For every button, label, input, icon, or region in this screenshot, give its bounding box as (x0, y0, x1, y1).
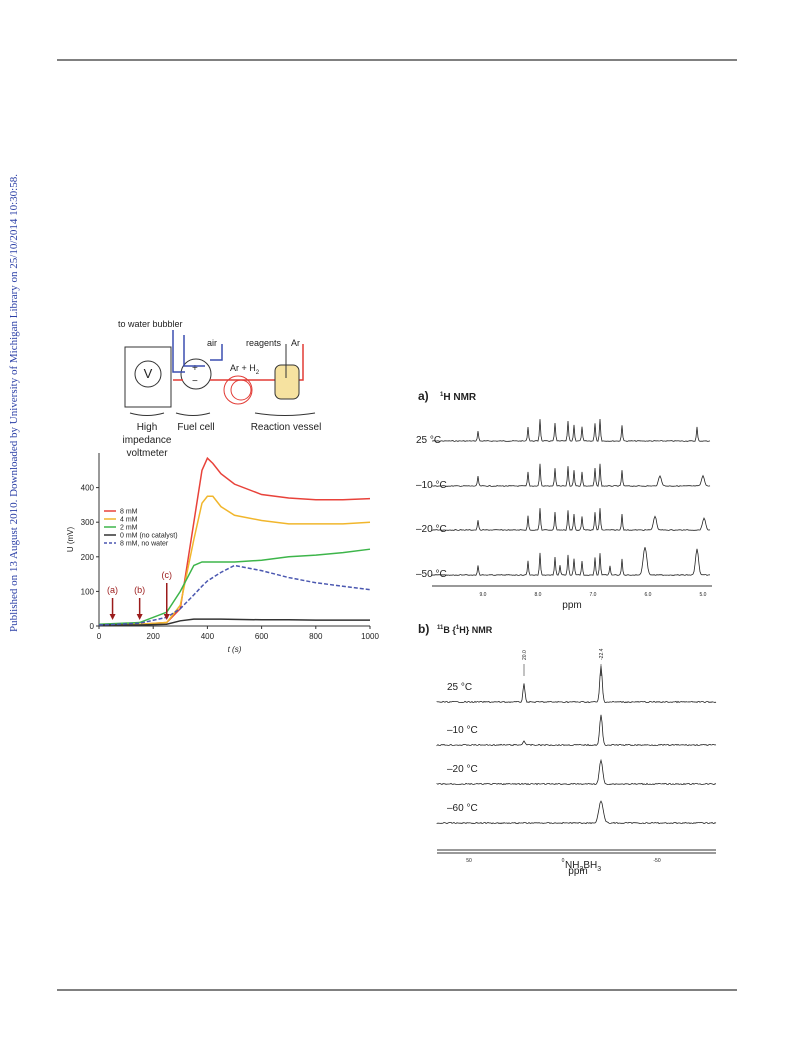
y-tick-label: 0 (90, 622, 95, 631)
spectrum (436, 665, 717, 704)
tick-label: -50 (653, 858, 660, 864)
tick-label: 7.0 (590, 592, 597, 598)
sub: 3 (579, 866, 583, 873)
tick-label: 6.0 (645, 592, 652, 598)
arrow-head (136, 614, 143, 620)
label: Ar + H (230, 363, 256, 373)
temperature: –10 °C (447, 725, 478, 736)
spectrum (432, 418, 711, 442)
legend-label: 8 mM (120, 509, 138, 516)
temperature: –60 °C (447, 803, 478, 814)
label: V (144, 366, 153, 381)
series-line (99, 495, 371, 626)
label: impedance (123, 435, 172, 446)
spectrum (431, 547, 711, 577)
label: Ar + H2 (230, 363, 260, 376)
tube (172, 330, 223, 373)
title: H NMR (443, 392, 477, 403)
scheme: to water bubbler air reagents Ar V + − A… (118, 319, 321, 459)
annotation: (b) (134, 585, 145, 595)
t: H} NMR (459, 625, 492, 635)
axis-label: ppm (568, 866, 587, 877)
voltmeter (134, 360, 162, 388)
coil (230, 379, 252, 401)
series-line (99, 618, 370, 626)
spectrum (431, 463, 711, 488)
compound: NH3BH3 (565, 860, 601, 873)
y-tick-label: 100 (81, 587, 95, 596)
legend-label: 4 mM (120, 517, 138, 524)
label: High (137, 422, 158, 433)
t: BH (583, 860, 597, 871)
annotation: (a) (107, 585, 118, 595)
temperature: –20 °C (447, 764, 478, 775)
x-tick-label: 200 (147, 632, 161, 641)
label: voltmeter (126, 448, 168, 459)
tick-label: 9.0 (480, 592, 487, 598)
spectrum (436, 714, 717, 747)
spectrum (431, 508, 711, 531)
panel-label: a) (418, 389, 429, 403)
nmr-title: 1H NMR (440, 392, 477, 403)
t: B { (443, 625, 456, 635)
spectrum (436, 800, 717, 825)
legend-label: 8 mM, no water (120, 541, 169, 548)
sup: 1 (456, 625, 460, 631)
tick-label: 0 (562, 858, 565, 864)
label: air (207, 338, 217, 348)
nmr-title: 11B {1H} NMR (437, 625, 493, 635)
x-tick-label: 1000 (361, 632, 379, 641)
legend-label: 0 mM (no catalyst) (120, 533, 178, 540)
panel-label: b) (418, 622, 429, 636)
y-tick-label: 200 (81, 553, 95, 562)
label: 2 (256, 370, 260, 376)
sup: 11 (437, 625, 444, 631)
label: Fuel cell (177, 422, 214, 433)
y-axis-label: U (mV) (66, 527, 75, 553)
tick-label: 8.0 (535, 592, 542, 598)
vessel (274, 364, 300, 400)
x-tick-label: 400 (201, 632, 215, 641)
spectrum (436, 758, 716, 786)
x-tick-label: 0 (97, 632, 102, 641)
peak-label: 20.0 (522, 650, 528, 660)
coil (223, 375, 253, 405)
tick-label: 5.0 (700, 592, 707, 598)
temperature: 25 °C (447, 682, 472, 693)
sidebar: Published on 13 August 2010. Downloaded … (8, 174, 20, 632)
label: − (192, 376, 198, 387)
brace (129, 412, 316, 416)
x-tick-label: 800 (309, 632, 323, 641)
label: to water bubbler (118, 319, 183, 329)
arrow-head (163, 614, 170, 620)
axis-label: ppm (562, 600, 581, 611)
temperature: –50 °C (416, 569, 447, 580)
label: Ar (291, 338, 300, 348)
sub: 3 (597, 866, 601, 873)
t: NH (565, 860, 579, 871)
legend-label: 2 mM (120, 525, 138, 532)
y-tick-label: 300 (81, 518, 95, 527)
tick-label: 50 (466, 858, 472, 864)
x-axis-label: t (s) (228, 645, 242, 654)
series-line (98, 564, 371, 626)
temperature: 25 °C (416, 435, 441, 446)
label: Reaction vessel (251, 422, 322, 433)
annotation: (c) (162, 570, 173, 580)
label: + (192, 363, 198, 374)
x-tick-label: 600 (255, 632, 269, 641)
series-line (98, 548, 371, 626)
sup: 1 (440, 392, 444, 398)
y-tick-label: 400 (81, 484, 95, 493)
temperature: –10 °C (416, 480, 447, 491)
temperature: –20 °C (416, 524, 447, 535)
arrow-head (109, 614, 116, 620)
label: reagents (246, 338, 282, 348)
wire (124, 346, 172, 408)
peak-label: -22.4 (599, 648, 605, 660)
